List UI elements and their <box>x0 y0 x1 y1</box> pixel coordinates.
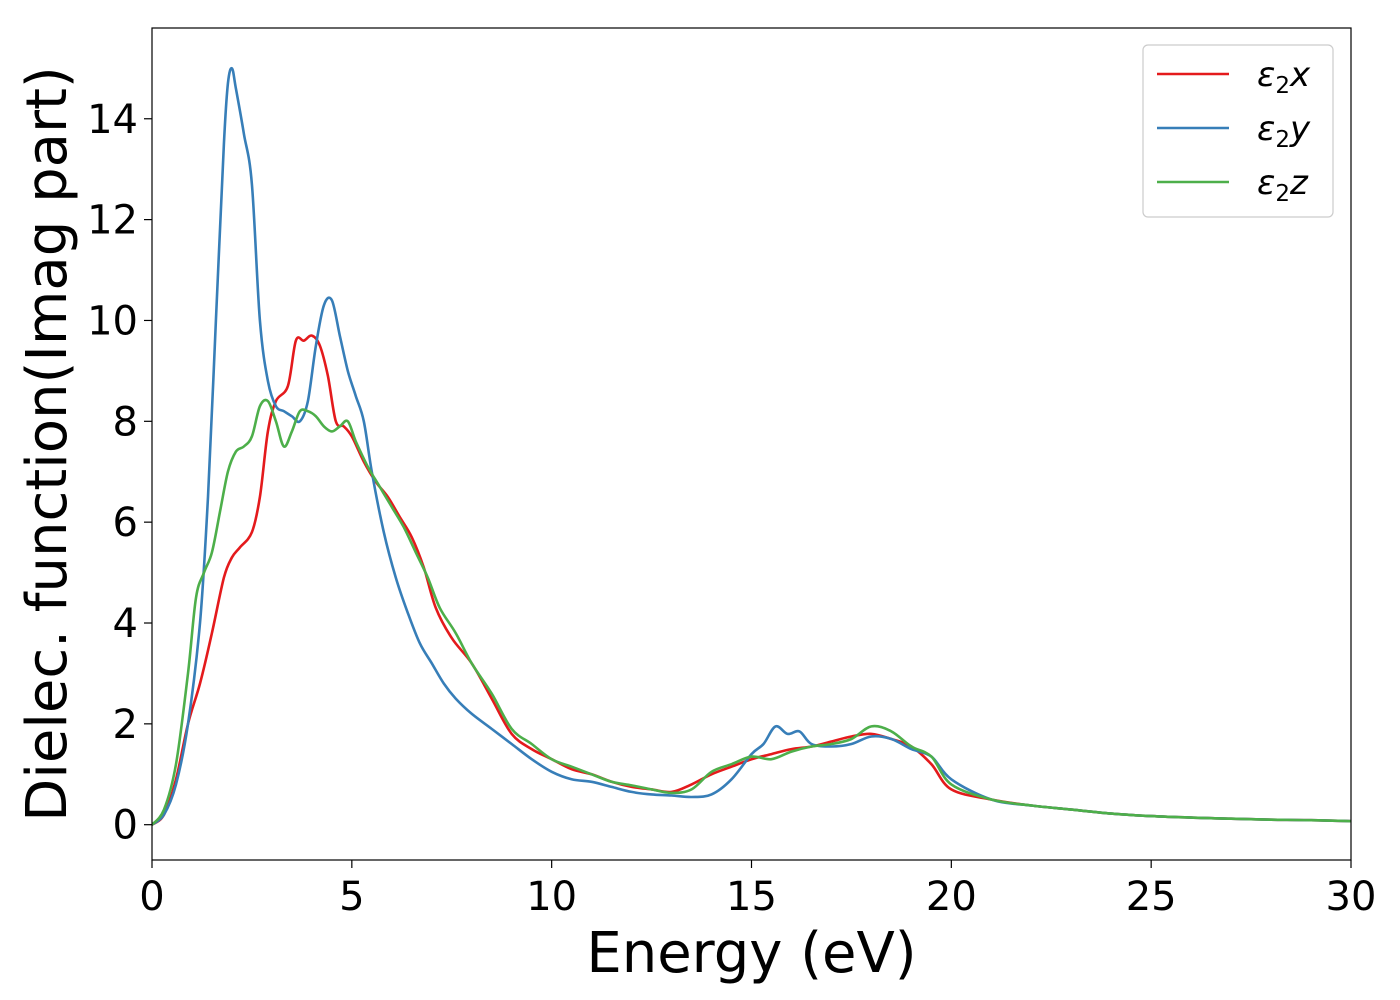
legend-label-y: ε2y <box>1257 109 1311 153</box>
y-tick-label: 6 <box>113 500 138 546</box>
series-line-z <box>152 398 1351 826</box>
series-line-x <box>152 334 1351 826</box>
y-tick-label: 0 <box>113 803 138 849</box>
y-tick-label: 2 <box>113 702 138 748</box>
legend-box <box>1142 44 1334 218</box>
x-tick-label: 0 <box>139 874 164 920</box>
series-line-y <box>152 66 1351 826</box>
y-tick-label: 14 <box>87 97 138 143</box>
x-tick-label: 30 <box>1326 874 1377 920</box>
x-tick-label: 10 <box>526 874 577 920</box>
x-tick-label: 15 <box>726 874 777 920</box>
x-tick-label: 5 <box>339 874 364 920</box>
curves-group <box>152 66 1351 826</box>
y-axis-ticks: 0 2 4 6 8 10 12 14 <box>87 97 152 849</box>
y-tick-label: 12 <box>87 198 138 244</box>
legend-label-x: ε2x <box>1257 55 1311 99</box>
x-axis-label: Energy (eV) <box>586 921 916 986</box>
legend-label-z: ε2z <box>1257 163 1309 207</box>
y-axis-label: Dielec. function(Imag part) <box>15 66 80 822</box>
y-tick-label: 4 <box>113 601 138 647</box>
y-tick-label: 8 <box>113 399 138 445</box>
x-tick-label: 20 <box>926 874 977 920</box>
x-axis-ticks: 0 5 10 15 20 25 30 <box>139 860 1376 920</box>
y-tick-label: 10 <box>87 298 138 344</box>
x-tick-label: 25 <box>1126 874 1177 920</box>
legend: ε2x ε2y ε2z <box>1142 44 1334 218</box>
